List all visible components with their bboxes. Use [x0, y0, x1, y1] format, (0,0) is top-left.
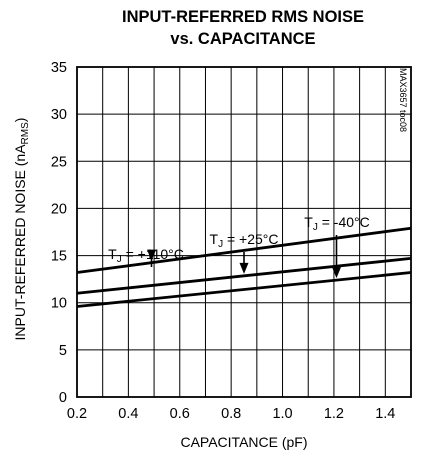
series-line [76, 226, 412, 274]
annotation-label: TJ = -40°C [304, 214, 369, 233]
x-tick-label: 0.6 [170, 406, 190, 422]
series-line [76, 271, 412, 308]
annotation-label: TJ = +25°C [210, 231, 279, 250]
y-tick-label: 10 [51, 296, 67, 312]
series-group [76, 226, 412, 308]
x-tick-label: 1.4 [375, 406, 395, 422]
figure-code: MAX3657 toc08 [398, 68, 408, 132]
y-tick-label: 15 [51, 249, 67, 265]
x-tick-label: 0.4 [118, 406, 138, 422]
y-axis-label: INPUT-REFERRED NOISE (nARMS) [12, 118, 31, 341]
x-tick-label: 1.2 [324, 406, 344, 422]
annotation-arrowhead [147, 249, 157, 261]
y-tick-label: 25 [51, 154, 67, 170]
y-axis-label-suffix: ) [12, 118, 28, 123]
y-tick-label: 20 [51, 201, 67, 217]
annotation-arrowhead [331, 267, 341, 279]
y-tick-label: 5 [59, 343, 67, 359]
x-tick-label: 0.8 [221, 406, 241, 422]
x-tick-label: 1.0 [272, 406, 292, 422]
annotation-label: TJ = +110°C [108, 246, 184, 265]
x-axis-label: CAPACITANCE (pF) [180, 434, 307, 450]
y-tick-label: 35 [51, 60, 67, 76]
series-line [76, 257, 412, 295]
chart-title-line2: vs. CAPACITANCE [170, 30, 315, 48]
grid [77, 67, 411, 397]
annotation-arrowhead [239, 262, 249, 274]
chart-title-line1: INPUT-REFERRED RMS NOISE [122, 8, 364, 26]
y-axis-label-prefix: INPUT-REFERRED NOISE (nA [12, 144, 28, 341]
annotations: TJ = +110°C TJ = +25°C TJ = -40°C [108, 214, 370, 279]
tick-labels: 0.2 0.4 0.6 0.8 1.0 1.2 1.4 0 5 10 15 20 25 30 35 [51, 60, 396, 422]
x-tick-label: 0.2 [67, 406, 87, 422]
y-axis-label-subscript: RMS [20, 122, 31, 145]
y-tick-label: 30 [51, 107, 67, 123]
plot-frame [76, 66, 412, 398]
y-tick-label: 0 [59, 390, 67, 406]
